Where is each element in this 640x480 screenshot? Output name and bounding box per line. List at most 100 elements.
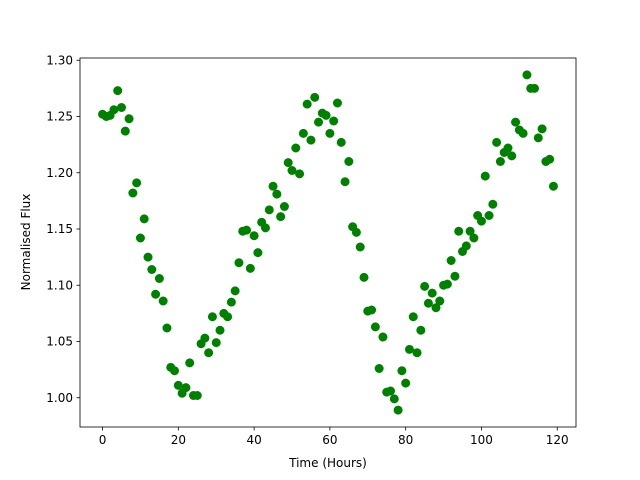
point	[325, 128, 335, 138]
point	[446, 256, 456, 265]
point	[495, 157, 505, 166]
point	[321, 110, 331, 120]
point	[336, 137, 346, 147]
point	[204, 348, 214, 358]
point	[158, 296, 168, 306]
point	[211, 338, 221, 348]
y-tick-label: 1.30	[46, 53, 73, 67]
point	[173, 380, 183, 390]
point	[427, 288, 437, 298]
point	[484, 211, 494, 220]
point	[378, 332, 388, 342]
point	[154, 274, 164, 283]
point	[147, 265, 157, 274]
point	[128, 188, 138, 198]
point	[374, 364, 384, 373]
point	[291, 143, 301, 153]
point	[545, 154, 555, 164]
point	[185, 358, 195, 368]
y-tick-label: 1.25	[46, 110, 73, 124]
point	[162, 323, 172, 333]
point	[389, 394, 399, 404]
point	[245, 263, 255, 273]
point	[124, 114, 134, 124]
point	[139, 214, 149, 224]
point	[548, 181, 558, 191]
x-tick-label: 20	[171, 433, 186, 447]
point	[298, 128, 308, 138]
point	[249, 231, 259, 241]
point	[234, 258, 244, 268]
point	[344, 157, 354, 166]
x-tick-label: 120	[546, 433, 569, 447]
x-axis-label: Time (Hours)	[288, 456, 367, 470]
point	[492, 137, 502, 147]
point	[423, 298, 433, 308]
point	[109, 105, 119, 115]
point	[181, 383, 191, 393]
point	[480, 171, 490, 181]
point	[416, 325, 426, 335]
point	[386, 386, 396, 396]
point	[408, 312, 418, 322]
point	[170, 366, 180, 376]
point	[530, 83, 540, 93]
x-tick-label: 60	[322, 433, 337, 447]
point	[135, 233, 145, 243]
x-tick-label: 40	[246, 433, 261, 447]
y-tick-label: 1.15	[46, 222, 73, 236]
x-tick-label: 80	[398, 433, 413, 447]
point	[461, 241, 471, 251]
x-tick-label: 100	[470, 433, 493, 447]
point	[511, 117, 521, 127]
y-tick-label: 1.05	[46, 335, 73, 349]
point	[518, 128, 528, 138]
y-tick-label: 1.20	[46, 166, 73, 180]
point	[306, 135, 316, 145]
point	[226, 297, 236, 307]
point	[310, 92, 320, 102]
point	[223, 312, 233, 322]
point	[120, 126, 130, 136]
point	[113, 86, 123, 96]
point	[476, 216, 486, 226]
point	[537, 124, 547, 134]
point	[488, 199, 498, 209]
point	[314, 117, 324, 127]
point	[435, 296, 445, 306]
point	[420, 281, 430, 291]
y-tick-label: 1.10	[46, 278, 73, 292]
point	[295, 169, 305, 179]
point	[272, 189, 282, 199]
point	[393, 405, 403, 415]
point	[355, 242, 365, 252]
point	[215, 325, 225, 335]
x-tick-label: 0	[99, 433, 107, 447]
point	[116, 103, 126, 112]
point	[454, 226, 464, 236]
point	[242, 225, 252, 235]
point	[465, 226, 475, 236]
point	[412, 348, 422, 358]
point	[401, 378, 411, 388]
plot-frame	[79, 57, 577, 428]
y-axis-label: Normalised Flux	[19, 194, 33, 291]
point	[253, 248, 263, 258]
point	[450, 271, 460, 281]
point	[431, 303, 441, 313]
point	[404, 344, 414, 354]
point	[276, 212, 286, 222]
point	[200, 333, 210, 343]
point	[329, 116, 339, 126]
point	[287, 166, 297, 175]
point	[283, 158, 293, 168]
point	[522, 70, 532, 80]
point	[397, 366, 407, 376]
point	[207, 312, 217, 322]
point	[230, 286, 240, 296]
point	[507, 151, 517, 161]
point	[268, 181, 278, 191]
point	[351, 227, 361, 237]
point	[279, 202, 289, 211]
